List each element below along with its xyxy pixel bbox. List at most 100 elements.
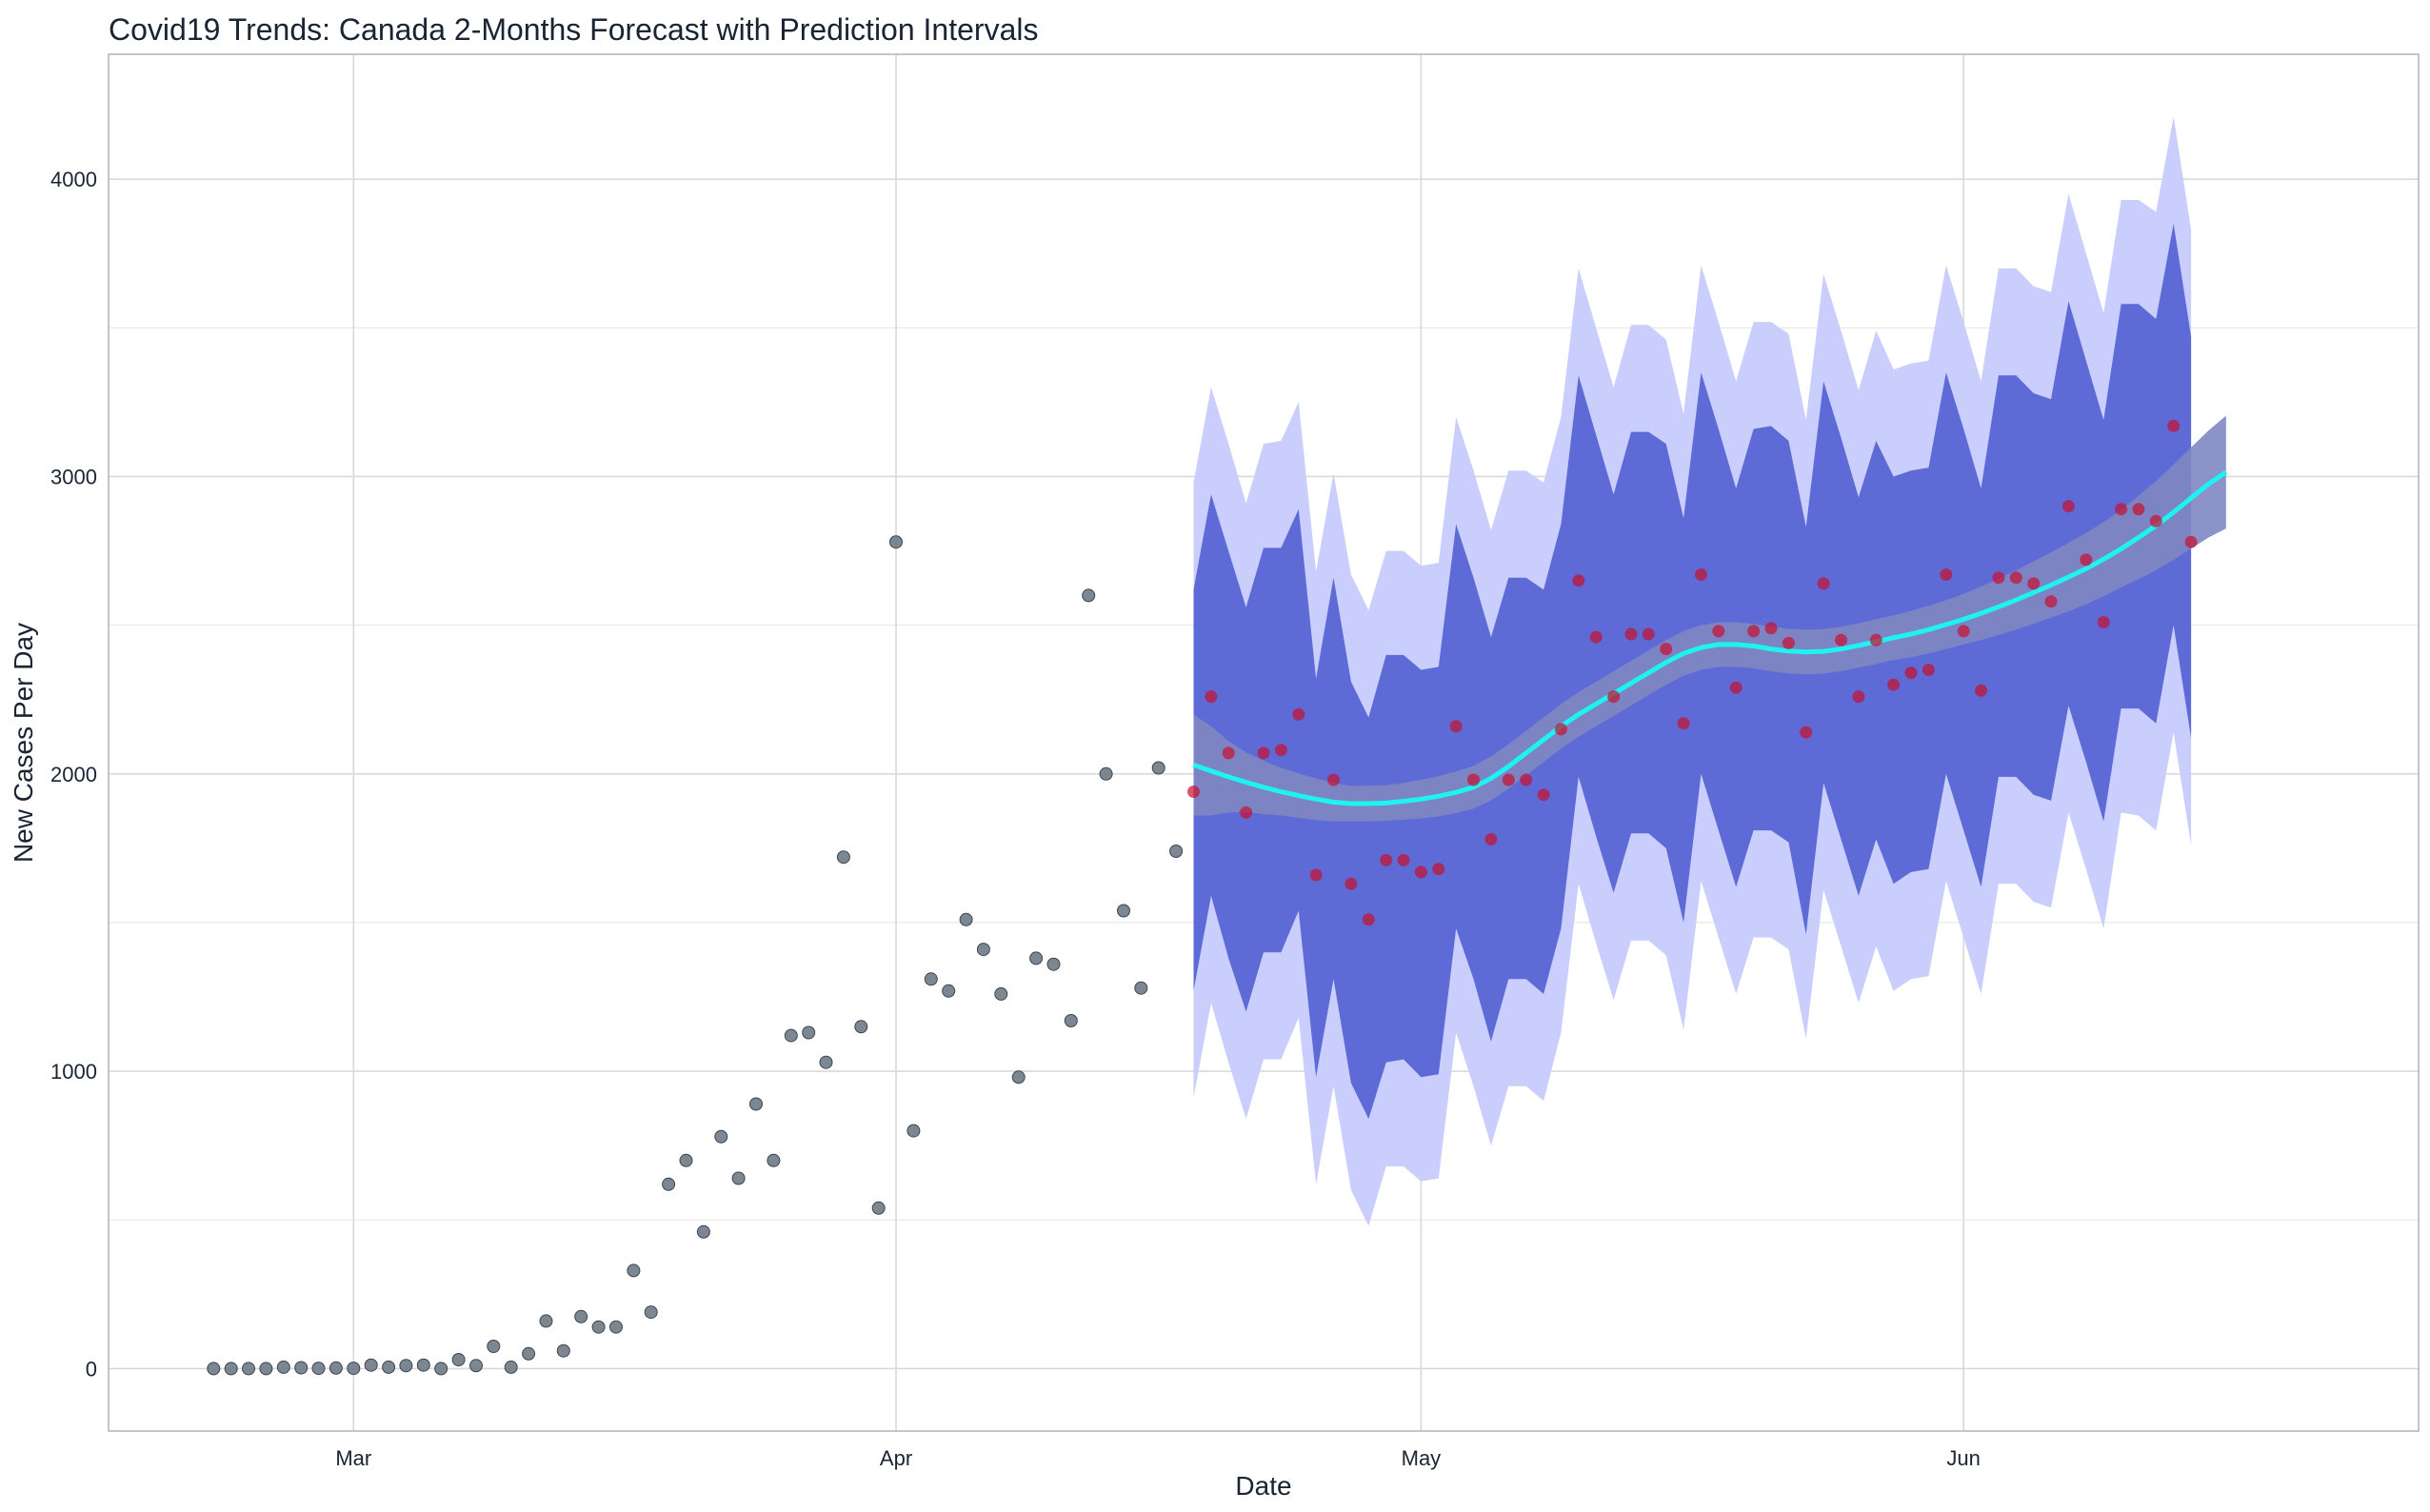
forecast-actual-point [1607, 690, 1621, 704]
y-tick-label: 3000 [50, 465, 97, 488]
observed-point [871, 1201, 886, 1215]
forecast-actual-point [2062, 500, 2075, 513]
observed-point [889, 535, 903, 549]
observed-point [1099, 766, 1113, 781]
observed-point [522, 1346, 536, 1361]
observed-point [469, 1359, 483, 1373]
forecast-actual-point [1589, 630, 1603, 644]
forecast-actual-point [1835, 633, 1847, 647]
forecast-actual-point [1187, 786, 1200, 798]
observed-point [487, 1340, 501, 1353]
forecast-actual-point [1432, 863, 1445, 876]
forecast-actual-point [1747, 625, 1761, 638]
forecast-actual-point [1852, 690, 1865, 704]
observed-point [1046, 957, 1061, 971]
observed-point [276, 1360, 290, 1374]
observed-point [854, 1020, 868, 1034]
forecast-actual-point [1922, 664, 1935, 676]
observed-point [364, 1358, 378, 1372]
observed-point [416, 1358, 430, 1372]
forecast-actual-point [1222, 746, 1235, 760]
forecast-actual-point [1782, 636, 1795, 649]
observed-point [259, 1362, 273, 1376]
observed-point [627, 1263, 641, 1278]
forecast-actual-point [1205, 690, 1218, 704]
observed-point [767, 1153, 781, 1167]
y-axis-ticks: 0 1000 2000 3000 4000 [50, 168, 97, 1381]
observed-point [451, 1353, 466, 1366]
forecast-actual-point [1449, 720, 1463, 733]
y-tick-label: 1000 [50, 1060, 97, 1084]
observed-point [382, 1360, 396, 1374]
forecast-actual-point [1240, 806, 1253, 819]
observed-point [399, 1359, 413, 1373]
forecast-actual-point [2167, 419, 2181, 432]
observed-point [242, 1362, 255, 1376]
forecast-actual-point [1624, 627, 1638, 641]
observed-point [591, 1320, 606, 1334]
forecast-actual-point [1274, 744, 1287, 757]
forecast-actual-point [1642, 627, 1655, 641]
observed-point [906, 1124, 921, 1138]
x-tick-label: Mar [335, 1446, 371, 1470]
observed-point [959, 912, 973, 926]
forecast-actual-point [2184, 535, 2198, 548]
observed-point [1134, 981, 1148, 995]
observed-point [1011, 1070, 1026, 1084]
forecast-actual-point [2149, 514, 2162, 527]
forecast-actual-point [1817, 577, 1830, 590]
forecast-actual-point [1397, 853, 1410, 866]
chart-title: Covid19 Trends: Canada 2-Months Forecast… [109, 12, 1038, 47]
observed-point [924, 972, 938, 986]
x-tick-label: Jun [1946, 1446, 1980, 1470]
y-tick-label: 4000 [50, 168, 97, 191]
forecast-actual-point [2132, 503, 2145, 516]
trend-layer [1192, 415, 2228, 822]
forecast-actual-point [1957, 625, 1970, 638]
x-tick-label: May [1402, 1446, 1442, 1470]
forecast-actual-point [1309, 868, 1323, 882]
observed-point [836, 850, 850, 865]
forecast-actual-point [2044, 595, 2058, 608]
observed-point [679, 1153, 693, 1167]
observed-point [1169, 845, 1184, 858]
forecast-actual-point [2097, 616, 2110, 628]
forecast-actual-point [1660, 643, 1673, 656]
observed-point [539, 1314, 553, 1328]
forecast-actual-point [1520, 773, 1533, 786]
trend-line [1192, 469, 2228, 806]
forecast-actual-point [1712, 625, 1725, 638]
observed-point [731, 1171, 746, 1185]
observed-point [1082, 588, 1096, 603]
observed-point [609, 1320, 623, 1334]
forecast-actual-point [1257, 746, 1270, 760]
observed-point [1029, 951, 1044, 965]
forecast-actual-point [1572, 574, 1585, 587]
observed-point [329, 1361, 343, 1375]
data-points [207, 419, 2198, 1376]
trend-confidence-ribbon [1193, 415, 2226, 822]
forecast-actual-point [1502, 773, 1515, 786]
observed-point [662, 1177, 676, 1191]
observed-point [207, 1362, 221, 1376]
y-tick-label: 2000 [50, 763, 97, 786]
forecast-actual-point [1362, 913, 1375, 926]
observed-point [802, 1025, 816, 1040]
observed-point [749, 1097, 763, 1111]
forecast-actual-point [1764, 622, 1778, 635]
observed-point [994, 986, 1008, 1001]
observed-point [942, 984, 956, 998]
forecast-actual-point [1537, 788, 1550, 802]
forecast-actual-point [1729, 681, 1743, 694]
observed-point [976, 943, 990, 957]
observed-point [434, 1362, 448, 1376]
observed-point [294, 1361, 309, 1375]
forecast-actual-point [1800, 726, 1813, 739]
forecast-actual-point [2027, 577, 2041, 590]
forecast-actual-point [2115, 503, 2128, 516]
plot-border [108, 53, 2420, 1432]
forecast-actual-point [1940, 568, 1953, 581]
forecast-actual-point [1414, 865, 1427, 879]
forecast-actual-point [1975, 684, 1987, 697]
